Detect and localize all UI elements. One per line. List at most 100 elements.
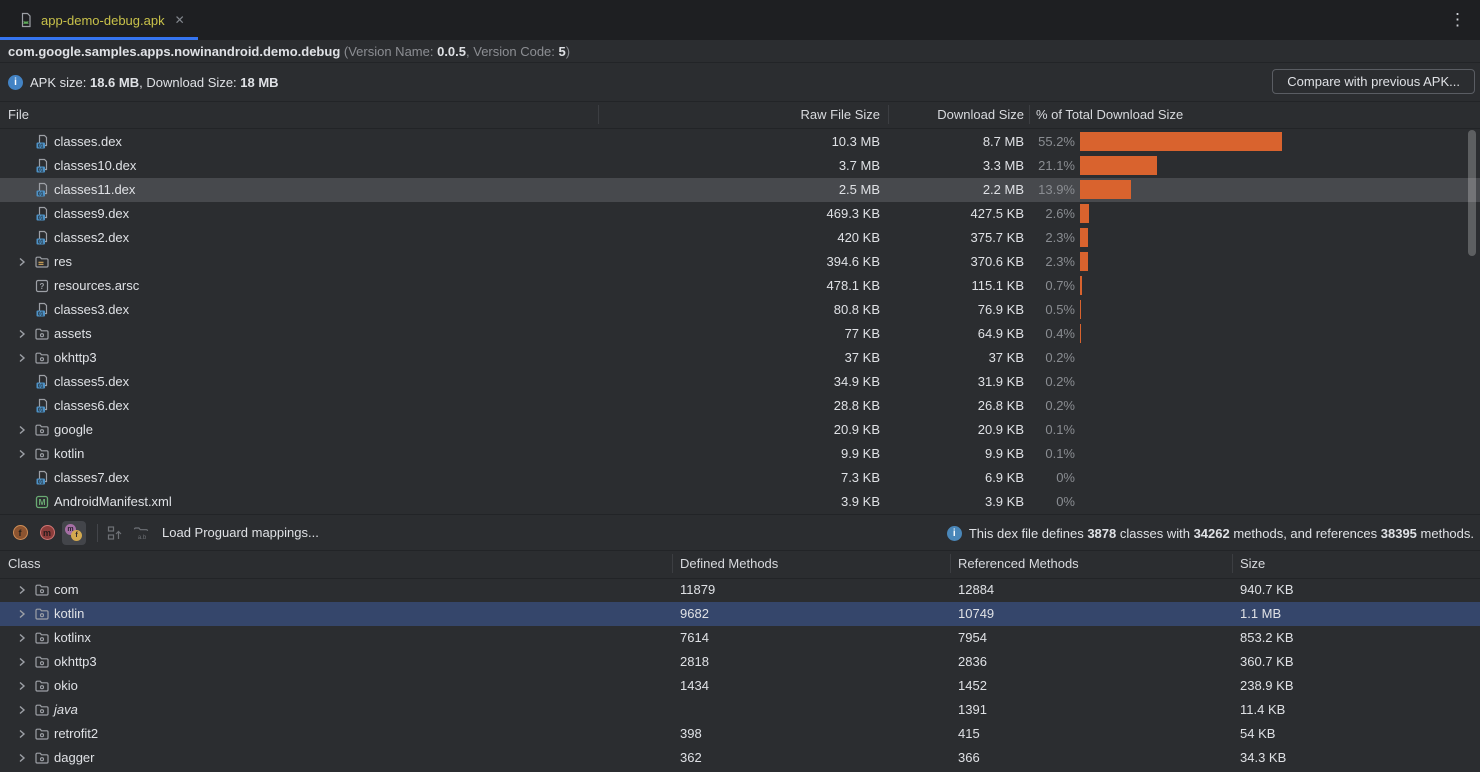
package-size: 11.4 KB [1240, 698, 1285, 722]
file-row[interactable]: okhttp337 KB37 KB0.2% [0, 346, 1480, 370]
svg-text:01: 01 [38, 167, 44, 173]
download-size: 370.6 KB [971, 250, 1025, 274]
package-size: 940.7 KB [1240, 578, 1294, 602]
class-row[interactable]: com1187912884940.7 KB [0, 578, 1480, 602]
svg-text:?: ? [40, 282, 45, 291]
folder-icon [34, 606, 50, 622]
chevron-right-icon[interactable] [14, 654, 30, 670]
pct-of-download: 21.1% [1038, 154, 1075, 178]
dex-file-icon: 01 [34, 374, 50, 390]
class-row[interactable]: okio14341452238.9 KB [0, 674, 1480, 698]
chevron-right-icon[interactable] [14, 606, 30, 622]
file-row[interactable]: 01classes9.dex469.3 KB427.5 KB2.6% [0, 202, 1480, 226]
chevron-right-icon[interactable] [14, 726, 30, 742]
download-size: 20.9 KB [978, 418, 1024, 442]
file-row[interactable]: 01classes.dex10.3 MB8.7 MB55.2% [0, 130, 1480, 154]
defined-methods: 1434 [680, 674, 709, 698]
dex-file-icon: 01 [34, 158, 50, 174]
kebab-menu-icon[interactable]: ⋮ [1449, 9, 1466, 31]
col-file[interactable]: File [8, 102, 29, 127]
file-row[interactable]: res394.6 KB370.6 KB2.3% [0, 250, 1480, 274]
class-row[interactable]: okhttp328182836360.7 KB [0, 650, 1480, 674]
referenced-methods: 2836 [958, 650, 987, 674]
dex-file-icon: 01 [34, 134, 50, 150]
class-row[interactable]: kotlin9682107491.1 MB [0, 602, 1480, 626]
chevron-right-icon[interactable] [14, 350, 30, 366]
defined-methods: 398 [680, 722, 702, 746]
chevron-right-icon[interactable] [14, 582, 30, 598]
chevron-right-icon[interactable] [14, 750, 30, 766]
file-row[interactable]: 01classes11.dex2.5 MB2.2 MB13.9% [0, 178, 1480, 202]
file-row[interactable]: 01classes7.dex7.3 KB6.9 KB0% [0, 466, 1480, 490]
tab-apk-file[interactable]: app-demo-debug.apk ✕ [0, 0, 198, 40]
file-row[interactable]: 01classes6.dex28.8 KB26.8 KB0.2% [0, 394, 1480, 418]
chevron-right-icon[interactable] [14, 254, 30, 270]
package-size: 853.2 KB [1240, 626, 1294, 650]
pct-of-download: 55.2% [1038, 130, 1075, 154]
svg-text:01: 01 [38, 383, 44, 389]
show-fields-button[interactable]: f [8, 521, 32, 545]
show-referenced-button[interactable]: mf [62, 521, 86, 545]
chevron-right-icon[interactable] [14, 326, 30, 342]
chevron-right-icon[interactable] [14, 702, 30, 718]
download-size: 9.9 KB [985, 442, 1024, 466]
col-referenced-methods[interactable]: Referenced Methods [958, 551, 1079, 577]
raw-file-size: 478.1 KB [827, 274, 881, 298]
column-divider [950, 554, 951, 573]
class-row[interactable]: kotlinx76147954853.2 KB [0, 626, 1480, 650]
chevron-right-icon[interactable] [14, 422, 30, 438]
class-table-header: Class Defined Methods Referenced Methods… [0, 550, 1480, 579]
editor-tab-bar: app-demo-debug.apk ✕ ⋮ [0, 0, 1480, 40]
folder-icon [34, 422, 50, 438]
package-size: 34.3 KB [1240, 746, 1286, 770]
load-proguard-usage-icon[interactable] [106, 524, 124, 542]
referenced-methods: 1452 [958, 674, 987, 698]
pct-of-download: 2.3% [1045, 250, 1075, 274]
vertical-scrollbar[interactable] [1468, 130, 1476, 256]
chevron-right-icon[interactable] [14, 630, 30, 646]
column-divider [672, 554, 673, 573]
file-row[interactable]: kotlin9.9 KB9.9 KB0.1% [0, 442, 1480, 466]
compare-apk-button[interactable]: Compare with previous APK... [1272, 69, 1475, 94]
file-table: 01classes.dex10.3 MB8.7 MB55.2% 01classes… [0, 130, 1480, 514]
download-pct-bar [1080, 252, 1088, 271]
col-size[interactable]: Size [1240, 551, 1265, 577]
class-row[interactable]: retrofit239841554 KB [0, 722, 1480, 746]
svg-text:01: 01 [38, 479, 44, 485]
package-name: com [54, 578, 79, 602]
version-open: (Version Name: [340, 44, 437, 59]
file-name: AndroidManifest.xml [54, 490, 172, 514]
dex-file-icon: 01 [34, 230, 50, 246]
file-row[interactable]: 01classes3.dex80.8 KB76.9 KB0.5% [0, 298, 1480, 322]
col-raw-size[interactable]: Raw File Size [801, 102, 880, 127]
file-row[interactable]: MAndroidManifest.xml3.9 KB3.9 KB0% [0, 490, 1480, 514]
deobfuscate-names-icon[interactable]: a.b [132, 524, 150, 542]
package-name: kotlinx [54, 626, 91, 650]
file-name: assets [54, 322, 92, 346]
file-row[interactable]: ?resources.arsc478.1 KB115.1 KB0.7% [0, 274, 1480, 298]
file-row[interactable]: 01classes10.dex3.7 MB3.3 MB21.1% [0, 154, 1480, 178]
package-name: kotlin [54, 602, 84, 626]
download-size: 3.3 MB [983, 154, 1024, 178]
pct-of-download: 2.3% [1045, 226, 1075, 250]
pct-of-download: 0.1% [1045, 418, 1075, 442]
col-defined-methods[interactable]: Defined Methods [680, 551, 778, 577]
file-row[interactable]: 01classes2.dex420 KB375.7 KB2.3% [0, 226, 1480, 250]
tab-close-icon[interactable]: ✕ [175, 13, 185, 27]
class-row[interactable]: dagger36236634.3 KB [0, 746, 1480, 770]
raw-file-size: 77 KB [845, 322, 880, 346]
dex-file-icon: 01 [34, 182, 50, 198]
file-row[interactable]: 01classes5.dex34.9 KB31.9 KB0.2% [0, 370, 1480, 394]
chevron-right-icon[interactable] [14, 446, 30, 462]
col-download-size[interactable]: Download Size [937, 102, 1024, 127]
chevron-right-icon[interactable] [14, 678, 30, 694]
referenced-f-icon: f [71, 530, 82, 541]
file-row[interactable]: google20.9 KB20.9 KB0.1% [0, 418, 1480, 442]
col-class[interactable]: Class [8, 551, 41, 577]
package-name: retrofit2 [54, 722, 98, 746]
class-row[interactable]: java139111.4 KB [0, 698, 1480, 722]
folder-icon [34, 726, 50, 742]
show-methods-button[interactable]: m [35, 521, 59, 545]
file-row[interactable]: assets77 KB64.9 KB0.4% [0, 322, 1480, 346]
col-pct-download[interactable]: % of Total Download Size [1036, 102, 1183, 127]
